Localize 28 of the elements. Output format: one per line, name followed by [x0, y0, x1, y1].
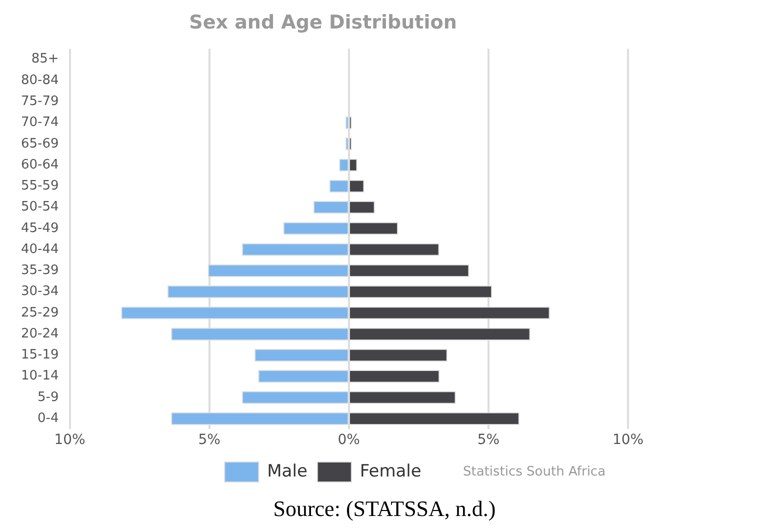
y-tick-label: 15-19: [20, 348, 59, 363]
x-tick-label: 5%: [477, 432, 500, 448]
y-tick-label: 20-24: [20, 326, 59, 342]
y-tick-label: 70-74: [20, 115, 59, 130]
x-tick-label: 5%: [198, 432, 220, 448]
x-tick-label: 10%: [612, 432, 644, 448]
y-tick-label: 40-44: [20, 242, 59, 257]
y-tick-label: 80-84: [20, 72, 59, 88]
y-tick-label: 85+: [31, 52, 59, 67]
legend-label: Female: [360, 461, 422, 482]
y-tick-label: 45-49: [20, 220, 59, 236]
y-tick-label: 25-29: [20, 305, 59, 320]
y-tick-label: 50-54: [20, 200, 59, 215]
y-tick-label: 5-9: [38, 390, 59, 405]
y-tick-label: 35-39: [20, 263, 59, 278]
x-tick-label: 10%: [54, 432, 86, 448]
source-note: Source: (STATSSA, n.d.): [272, 496, 497, 522]
y-tick-label: 0-4: [38, 411, 59, 426]
text: Statistics South Africa: [463, 464, 606, 480]
y-tick-label: 60-64: [20, 157, 59, 172]
y-tick-label: 10-14: [20, 368, 59, 384]
y-tick-label: 65-69: [20, 136, 59, 152]
legend-label: Male: [267, 461, 308, 482]
x-tick-label: 0%: [338, 432, 360, 448]
y-tick-label: 75-79: [20, 94, 59, 110]
y-tick-label: 30-34: [20, 284, 59, 300]
chart-title: Sex and Age Distribution: [189, 11, 457, 34]
y-tick-label: 55-59: [20, 178, 59, 194]
